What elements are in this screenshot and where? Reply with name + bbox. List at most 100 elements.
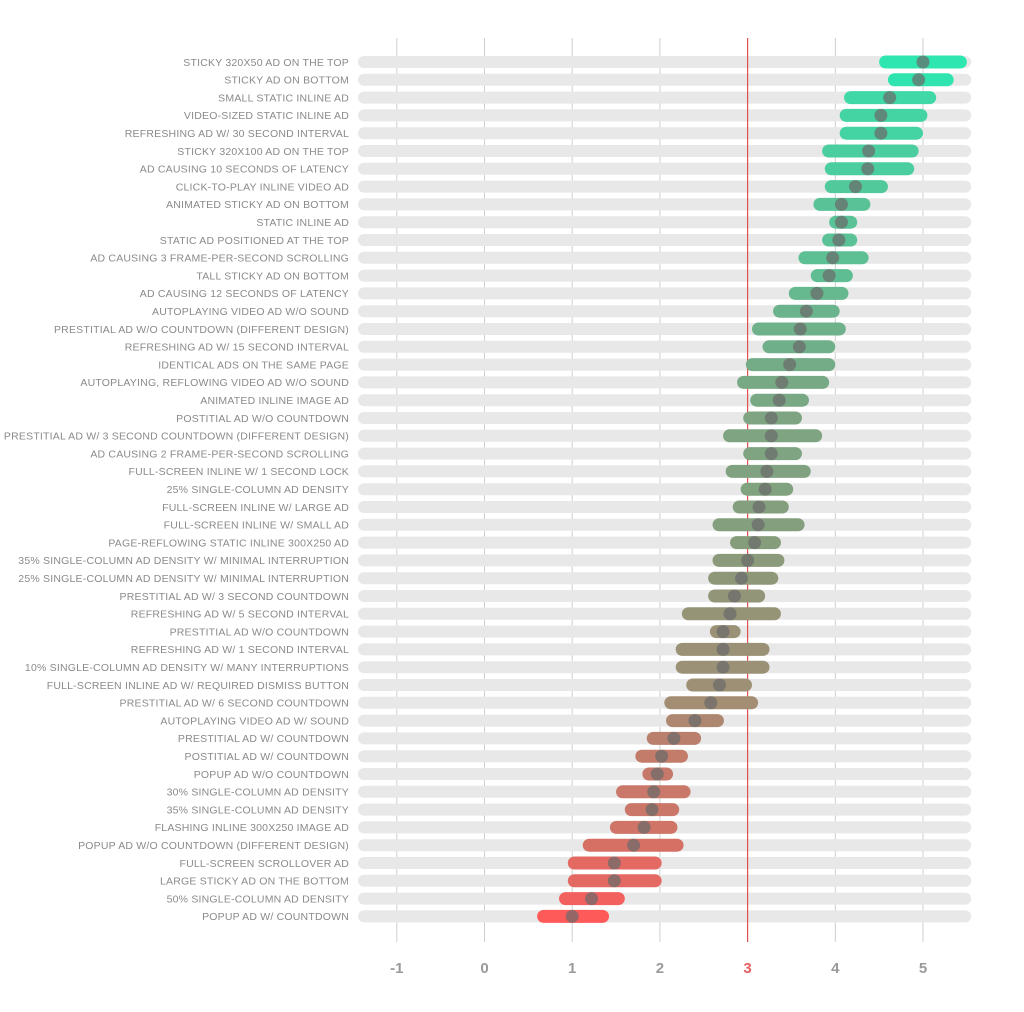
row-label: IDENTICAL ADS ON THE SAME PAGE [158, 359, 349, 371]
mean-dot [655, 749, 669, 763]
row-track [358, 234, 972, 246]
row-track [358, 518, 972, 531]
row-label: 10% SINGLE-COLUMN AD DENSITY W/ MANY INT… [25, 662, 349, 674]
mean-dot [764, 429, 778, 443]
row-label: PRESTITIAL AD W/ 3 SECOND COUNTDOWN [120, 591, 349, 603]
mean-dot [716, 660, 730, 674]
row-track [358, 501, 972, 513]
x-tick-label: -1 [390, 960, 403, 977]
row-label: FULL-SCREEN INLINE AD W/ REQUIRED DISMIS… [47, 680, 349, 692]
row-label: AD CAUSING 10 SECONDS OF LATENCY [140, 164, 349, 176]
mean-dot [883, 91, 897, 105]
row-label: CLICK-TO-PLAY INLINE VIDEO AD [176, 181, 349, 193]
mean-dot [799, 304, 813, 318]
mean-dot [760, 464, 774, 478]
mean-dot [834, 197, 848, 211]
row-label: POPUP AD W/ COUNTDOWN [202, 911, 349, 923]
row-label: FLASHING INLINE 300X250 IMAGE AD [155, 822, 350, 834]
row-label: POPUP AD W/O COUNTDOWN (DIFFERENT DESIGN… [78, 840, 349, 852]
row-label: AUTOPLAYING VIDEO AD W/O SOUND [152, 306, 349, 318]
row-track [358, 465, 972, 478]
row-track [358, 554, 972, 567]
row-label: LARGE STICKY AD ON THE BOTTOM [160, 876, 349, 888]
row-label: 30% SINGLE-COLUMN AD DENSITY [167, 787, 349, 799]
mean-dot [822, 269, 836, 283]
row-track [358, 447, 972, 460]
mean-dot [783, 358, 797, 372]
row-label: REFRESHING AD W/ 1 SECOND INTERVAL [131, 644, 349, 656]
x-tick-label: 4 [831, 960, 840, 977]
mean-dot [704, 696, 718, 710]
x-tick-label: 2 [656, 960, 664, 977]
x-tick-label: 3 [743, 960, 751, 977]
mean-dot [793, 322, 807, 336]
row-label: AD CAUSING 3 FRAME-PER-SECOND SCROLLING [90, 253, 349, 265]
mean-dot [734, 571, 748, 585]
mean-dot [650, 767, 664, 781]
mean-dot [584, 892, 598, 906]
row-track [358, 216, 972, 229]
mean-dot [826, 251, 840, 265]
mean-dot [764, 411, 778, 425]
row-label: PRESTITIAL AD W/ 6 SECOND COUNTDOWN [120, 698, 349, 710]
row-label: PRESTITIAL AD W/ 3 SECOND COUNTDOWN (DIF… [4, 431, 349, 443]
row-label: 50% SINGLE-COLUMN AD DENSITY [167, 893, 349, 905]
row-track [358, 412, 972, 424]
mean-dot [792, 340, 806, 354]
row-label: AD CAUSING 12 SECONDS OF LATENCY [140, 288, 349, 300]
row-label: PRESTITIAL AD W/O COUNTDOWN (DIFFERENT D… [54, 324, 349, 336]
row-label: 25% SINGLE-COLUMN AD DENSITY [167, 484, 349, 496]
row-track [358, 429, 972, 442]
mean-dot [727, 589, 741, 603]
row-labels: STICKY 320X50 AD ON THE TOP STICKY AD ON … [4, 57, 349, 923]
row-track [358, 162, 972, 175]
row-label: REFRESHING AD W/ 5 SECOND INTERVAL [131, 609, 349, 621]
row-track [358, 536, 972, 549]
mean-dot [637, 820, 651, 834]
row-track [358, 874, 972, 887]
row-track [358, 857, 972, 869]
row-track [358, 714, 972, 727]
row-label: PAGE-REFLOWING STATIC INLINE 300X250 AD [108, 537, 349, 549]
row-track [358, 56, 972, 68]
row-label: FULL-SCREEN INLINE W/ LARGE AD [162, 502, 349, 514]
row-track [358, 340, 972, 353]
row-label: STATIC INLINE AD [256, 217, 349, 229]
mean-dot [764, 447, 778, 461]
mean-dot [758, 482, 772, 496]
row-track [358, 109, 972, 122]
row-track [358, 127, 972, 140]
mean-dot [752, 500, 766, 514]
mean-dot [565, 909, 579, 923]
mean-dot [607, 874, 621, 888]
row-track [358, 394, 972, 407]
mean-dot [723, 607, 737, 621]
row-track [358, 483, 972, 496]
mean-dot [874, 108, 888, 122]
row-track [358, 892, 972, 905]
row-track [358, 269, 972, 282]
mean-dot [861, 162, 875, 176]
row-label: PRESTITIAL AD W/O COUNTDOWN [170, 626, 349, 638]
row-label: FULL-SCREEN SCROLLOVER AD [179, 858, 349, 870]
mean-dots [565, 55, 930, 923]
row-label: TALL STICKY AD ON BOTTOM [196, 270, 349, 282]
row-label: ANIMATED STICKY AD ON BOTTOM [166, 199, 349, 211]
row-label: POSTITIAL AD W/O COUNTDOWN [176, 413, 349, 425]
row-track [358, 180, 972, 193]
x-tick-label: 5 [919, 960, 927, 977]
mean-dot [834, 215, 848, 229]
row-label: PRESTITIAL AD W/ COUNTDOWN [178, 733, 349, 745]
mean-dot [716, 625, 730, 639]
mean-dot [645, 803, 659, 817]
row-label: REFRESHING AD W/ 30 SECOND INTERVAL [125, 128, 349, 140]
row-track [358, 661, 972, 674]
row-track [358, 287, 972, 300]
row-label: FULL-SCREEN INLINE W/ 1 SECOND LOCK [128, 466, 349, 478]
row-track [358, 572, 972, 585]
row-track [358, 679, 972, 691]
row-label: AD CAUSING 2 FRAME-PER-SECOND SCROLLING [90, 448, 349, 460]
row-label: AUTOPLAYING VIDEO AD W/ SOUND [160, 715, 349, 727]
row-track [358, 590, 972, 602]
mean-dot [688, 714, 702, 728]
